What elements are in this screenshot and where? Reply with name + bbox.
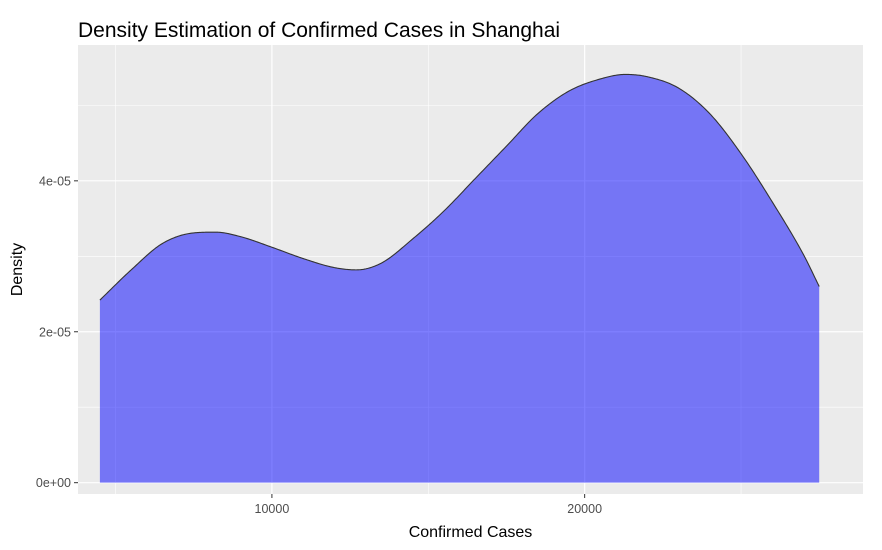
chart-title: Density Estimation of Confirmed Cases in… (78, 19, 560, 42)
y-axis-title: Density (9, 243, 26, 296)
y-tick-label: 2e-05 (39, 325, 71, 339)
axis-ticks (74, 180, 586, 498)
y-tick-label: 0e+00 (36, 476, 71, 490)
axis-tick-labels: 10000 20000 0e+00 2e-05 4e-05 (36, 174, 602, 516)
x-axis-title: Confirmed Cases (409, 524, 533, 541)
y-tick-label: 4e-05 (39, 174, 71, 188)
x-tick-label: 20000 (567, 502, 602, 516)
x-tick-label: 10000 (255, 502, 290, 516)
density-outline (99, 73, 820, 301)
density-area (99, 74, 820, 483)
density-series (99, 73, 820, 483)
